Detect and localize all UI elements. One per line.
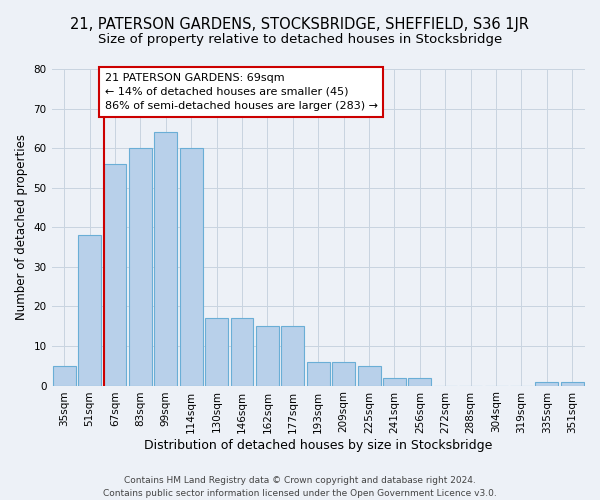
Bar — [409, 378, 431, 386]
Bar — [78, 235, 101, 386]
Bar — [561, 382, 584, 386]
Bar — [281, 326, 304, 386]
Bar — [535, 382, 559, 386]
Bar — [180, 148, 203, 386]
Text: Size of property relative to detached houses in Stocksbridge: Size of property relative to detached ho… — [98, 32, 502, 46]
Bar — [332, 362, 355, 386]
Y-axis label: Number of detached properties: Number of detached properties — [15, 134, 28, 320]
Bar — [256, 326, 279, 386]
Bar — [129, 148, 152, 386]
Bar — [230, 318, 253, 386]
Text: 21 PATERSON GARDENS: 69sqm
← 14% of detached houses are smaller (45)
86% of semi: 21 PATERSON GARDENS: 69sqm ← 14% of deta… — [105, 73, 378, 111]
Bar — [154, 132, 177, 386]
X-axis label: Distribution of detached houses by size in Stocksbridge: Distribution of detached houses by size … — [144, 440, 493, 452]
Bar — [53, 366, 76, 386]
Bar — [205, 318, 228, 386]
Text: Contains HM Land Registry data © Crown copyright and database right 2024.
Contai: Contains HM Land Registry data © Crown c… — [103, 476, 497, 498]
Bar — [358, 366, 380, 386]
Bar — [307, 362, 330, 386]
Bar — [383, 378, 406, 386]
Bar — [104, 164, 127, 386]
Text: 21, PATERSON GARDENS, STOCKSBRIDGE, SHEFFIELD, S36 1JR: 21, PATERSON GARDENS, STOCKSBRIDGE, SHEF… — [71, 18, 530, 32]
